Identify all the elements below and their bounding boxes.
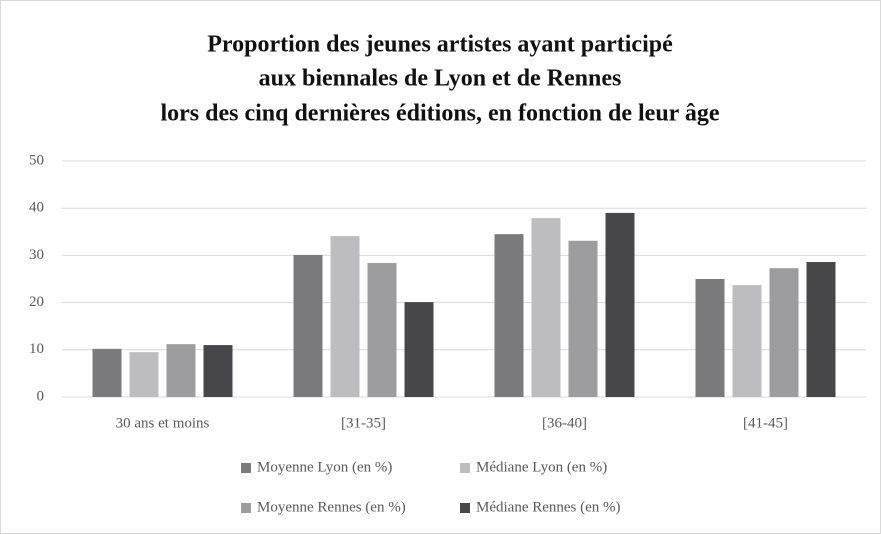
y-tick-label: 20 <box>29 294 44 310</box>
bar <box>203 345 233 397</box>
y-tick-label: 30 <box>29 247 44 263</box>
x-tick-label: 30 ans et moins <box>116 415 210 431</box>
legend-swatch <box>460 503 470 513</box>
y-tick-label: 0 <box>37 388 45 404</box>
bar <box>769 268 799 397</box>
chart-title: aux biennales de Lyon et de Rennes <box>259 66 622 92</box>
legend-swatch <box>460 463 470 473</box>
bar <box>367 262 397 397</box>
legend-label: Médiane Lyon (en %) <box>476 459 607 475</box>
bar <box>732 285 762 397</box>
bar <box>404 302 434 397</box>
y-tick-label: 40 <box>29 200 44 216</box>
x-tick-label: [41-45] <box>743 415 788 431</box>
y-tick-label: 10 <box>29 341 44 357</box>
legend-swatch <box>241 503 251 513</box>
x-tick-label: [36-40] <box>542 415 587 431</box>
bar <box>92 348 122 397</box>
chart-title: Proportion des jeunes artistes ayant par… <box>207 32 673 58</box>
bar <box>695 279 725 397</box>
bar <box>293 254 323 397</box>
bar <box>330 236 360 397</box>
bar <box>605 212 635 397</box>
legend-label: Médiane Rennes (en %) <box>476 499 621 515</box>
bar <box>166 344 196 397</box>
bar <box>568 240 598 397</box>
bar <box>531 218 561 397</box>
chart-title: lors des cinq dernières éditions, en fon… <box>160 101 719 127</box>
legend-swatch <box>241 463 251 473</box>
bar <box>129 352 159 397</box>
legend-label: Moyenne Lyon (en %) <box>257 459 392 475</box>
y-tick-label: 50 <box>29 152 44 168</box>
bar <box>494 234 524 397</box>
bar <box>806 262 836 397</box>
x-tick-label: [31-35] <box>341 415 386 431</box>
legend-label: Moyenne Rennes (en %) <box>257 499 406 515</box>
